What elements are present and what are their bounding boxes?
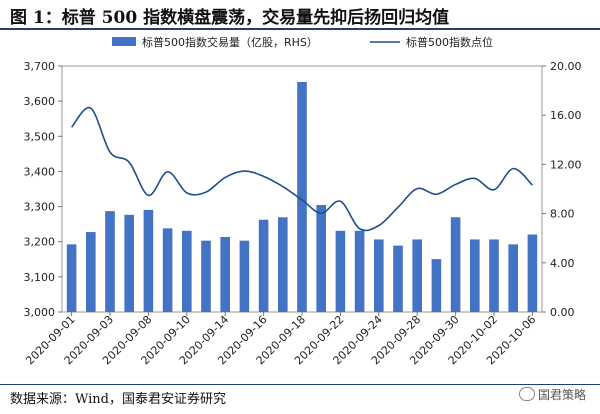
watermark: 国君策略 <box>518 386 586 403</box>
volume-bar <box>431 259 442 312</box>
right-axis-tick-label: 16.00 <box>550 109 582 122</box>
volume-bar <box>143 209 154 312</box>
left-axis-tick-label: 3,700 <box>24 60 56 73</box>
volume-bar <box>66 244 77 312</box>
volume-bar <box>278 217 288 312</box>
index-line <box>70 106 533 232</box>
volume-bar <box>239 240 250 312</box>
volume-bar <box>335 230 346 312</box>
left-axis-tick-label: 3,600 <box>24 95 56 108</box>
volume-bar <box>105 211 115 312</box>
volume-bar <box>470 239 480 312</box>
right-axis-tick-label: 20.00 <box>550 60 582 73</box>
title-divider <box>0 28 600 30</box>
legend-label-volume: 标普500指数交易量（亿股，RHS） <box>142 35 318 49</box>
volume-bar <box>412 239 422 312</box>
volume-bar <box>527 234 538 312</box>
volume-bar <box>201 240 211 312</box>
volume-bar <box>489 239 499 312</box>
volume-bar <box>508 244 518 312</box>
left-axis-tick-label: 3,500 <box>24 130 56 143</box>
volume-bar <box>86 232 96 312</box>
volume-bar <box>354 230 365 312</box>
volume-bar <box>220 236 230 312</box>
left-axis-tick-label: 3,000 <box>24 306 56 319</box>
legend-bar-swatch <box>112 37 136 46</box>
volume-bar <box>450 217 461 312</box>
volume-bar <box>258 219 269 312</box>
right-axis-tick-label: 8.00 <box>550 208 575 221</box>
source-note: 数据来源：Wind，国泰君安证券研究 <box>10 392 226 407</box>
right-axis-tick-label: 0.00 <box>550 306 575 319</box>
volume-bar <box>182 230 192 312</box>
volume-bar <box>124 214 134 312</box>
volume-bar <box>297 81 307 312</box>
right-axis-tick-label: 4.00 <box>550 257 575 270</box>
left-axis-tick-label: 3,200 <box>24 236 56 249</box>
left-axis-tick-label: 3,300 <box>24 201 56 214</box>
legend-label-index: 标普500指数点位 <box>406 35 493 49</box>
chart-title: 图 1：标普 500 指数横盘震荡，交易量先抑后扬回归均值 <box>10 8 450 28</box>
watermark-text: 国君策略 <box>537 388 586 402</box>
volume-bar <box>374 239 384 312</box>
volume-bar <box>393 245 403 312</box>
chart: 3,000 3,100 3,200 3,300 3,400 3,500 3,600 3,700… <box>23 35 582 367</box>
footer-divider <box>0 384 600 385</box>
right-axis-tick-label: 12.00 <box>550 158 582 171</box>
volume-bar <box>316 204 326 312</box>
left-axis-tick-label: 3,400 <box>24 165 56 178</box>
volume-bar <box>162 228 173 312</box>
left-axis-tick-label: 3,100 <box>24 271 56 284</box>
wechat-icon <box>518 387 535 401</box>
